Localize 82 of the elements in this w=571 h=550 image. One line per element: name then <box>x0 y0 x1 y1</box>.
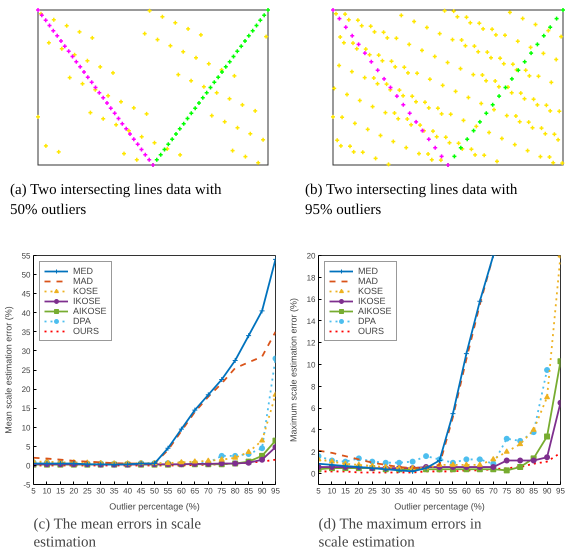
legend-label: KOSE <box>358 286 384 296</box>
x-tick-label: 45 <box>136 486 146 496</box>
y-tick-label: 12 <box>306 338 316 348</box>
x-tick-label: 60 <box>462 486 472 496</box>
x-tick-label: 25 <box>82 486 92 496</box>
y-tick-label: 50 <box>22 270 32 280</box>
text: (c) The mean errors in scale estimation <box>34 516 202 550</box>
y-tick-label: 5 <box>26 442 32 452</box>
y-tick-label: 16 <box>306 295 316 304</box>
x-tick-label: 35 <box>110 486 120 496</box>
y-tick-label: 40 <box>22 308 32 318</box>
y-tick-label: 18 <box>306 273 316 282</box>
x-tick-label: 15 <box>56 486 66 496</box>
x-tick-label: 85 <box>529 486 539 496</box>
x-tick-label: 40 <box>123 486 133 496</box>
x-tick-label: 30 <box>381 486 391 496</box>
x-tick-label: 20 <box>354 486 364 496</box>
y-tick-label: 55 <box>22 252 32 260</box>
legend-label: DPA <box>358 316 377 326</box>
legend-label: OURS <box>358 326 384 336</box>
legend-label: MED <box>73 266 93 276</box>
x-tick-label: 50 <box>150 486 160 496</box>
x-tick-label: 35 <box>394 486 404 496</box>
y-tick-label: 20 <box>306 252 316 260</box>
y-tick-label: 2 <box>311 448 316 457</box>
x-tick-label: 50 <box>435 486 444 496</box>
legend-label: OURS <box>73 326 100 336</box>
x-tick-label: 55 <box>448 486 458 496</box>
x-tick-label: 80 <box>230 486 240 496</box>
legend-label: MED <box>358 266 378 276</box>
x-tick-label: 45 <box>422 486 432 496</box>
y-tick-label: 14 <box>306 316 316 326</box>
x-tick-label: 15 <box>340 486 350 496</box>
x-tick-label: 20 <box>69 486 79 496</box>
y-tick-label: 10 <box>306 360 316 370</box>
x-tick-label: 85 <box>244 486 254 496</box>
x-tick-label: 95 <box>556 486 566 496</box>
x-tick-label: 95 <box>271 486 280 496</box>
y-tick-label: 6 <box>311 404 316 414</box>
y-axis-title: Maximum scale estimation error (%) <box>288 298 299 442</box>
y-tick-label: 45 <box>22 290 32 299</box>
x-tick-label: 80 <box>516 486 526 496</box>
x-tick-label: 10 <box>327 486 337 496</box>
legend-label: IKOSE <box>358 296 386 306</box>
y-tick-label: -5 <box>23 480 32 490</box>
x-tick-label: 75 <box>502 486 512 496</box>
legend-label: IKOSE <box>73 296 101 306</box>
x-tick-label: 70 <box>204 486 214 496</box>
x-axis-title: Outlier percentage (%) <box>394 502 485 512</box>
legend-label: AIKOSE <box>358 306 392 316</box>
x-tick-label: 70 <box>488 486 498 496</box>
y-tick-label: 35 <box>22 328 32 337</box>
x-tick-label: 10 <box>42 486 52 496</box>
legend-label: MAD <box>73 276 93 286</box>
text: (a) Two intersecting lines data with 50% outliers <box>9 181 223 220</box>
y-tick-label: 0 <box>311 470 316 479</box>
text: (d) The maximum errors in scale estimation <box>318 516 482 550</box>
x-tick-label: 75 <box>217 486 227 496</box>
y-tick-label: 10 <box>22 423 32 432</box>
x-tick-label: 55 <box>163 486 173 496</box>
x-tick-label: 90 <box>258 486 268 496</box>
x-tick-label: 60 <box>176 486 186 496</box>
x-tick-label: 65 <box>475 486 485 496</box>
legend-label: AIKOSE <box>73 306 107 316</box>
legend-label: KOSE <box>73 286 98 296</box>
legend-label: MAD <box>358 276 378 286</box>
y-tick-label: 4 <box>311 426 316 435</box>
x-tick-label: 90 <box>542 486 552 496</box>
x-tick-label: 30 <box>96 486 106 496</box>
y-tick-label: 20 <box>22 385 32 394</box>
y-tick-label: 25 <box>22 366 32 375</box>
x-tick-label: 25 <box>368 486 378 496</box>
text: (b) Two intersecting lines data with 95% outliers <box>304 181 518 220</box>
y-axis-title: Mean scale estimation error (%) <box>4 306 14 434</box>
legend-label: DPA <box>73 316 92 326</box>
y-tick-label: 30 <box>22 346 32 356</box>
y-tick-label: 0 <box>26 461 32 470</box>
x-tick-label: 40 <box>408 486 418 496</box>
x-axis-title: Outlier percentage (%) <box>109 502 200 512</box>
y-tick-label: 15 <box>22 404 32 414</box>
x-tick-label: 65 <box>190 486 200 496</box>
y-tick-label: 8 <box>311 382 316 392</box>
